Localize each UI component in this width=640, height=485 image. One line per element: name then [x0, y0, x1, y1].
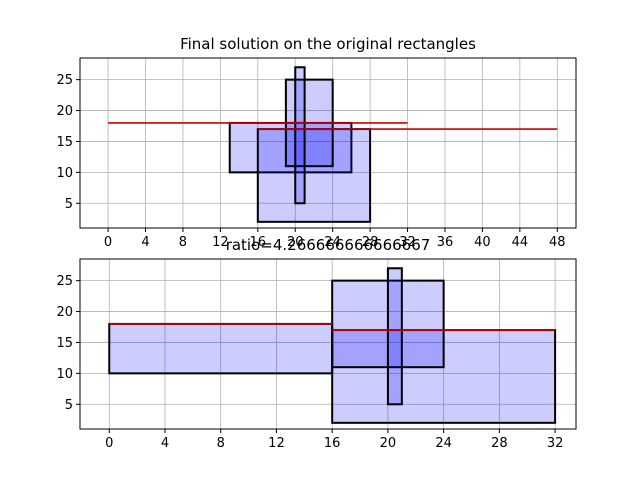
x-tick-label: 44	[512, 235, 529, 250]
y-tick-label: 5	[65, 398, 73, 413]
x-tick-label: 48	[549, 235, 566, 250]
x-tick-label: 4	[141, 235, 149, 250]
y-tick-label: 10	[56, 166, 73, 181]
x-tick-label: 0	[104, 235, 112, 250]
y-tick-label: 20	[56, 104, 73, 119]
x-tick-label: 0	[105, 436, 113, 451]
x-tick-label: 16	[250, 235, 267, 250]
x-tick-label: 16	[324, 436, 341, 451]
rectangle-3	[386, 267, 403, 406]
x-tick-label: 20	[380, 436, 397, 451]
x-tick-label: 24	[324, 235, 341, 250]
y-tick-label: 10	[56, 367, 73, 382]
rectangle-0	[108, 322, 334, 375]
rectangle-3	[294, 66, 306, 205]
y-tick-label: 15	[56, 336, 73, 351]
x-tick-label: 20	[287, 235, 304, 250]
y-tick-label: 25	[56, 73, 73, 88]
subplot-bottom: 0 4 8 12 16 20 24 28 32510152025ratio=4.26666666…	[56, 236, 577, 451]
x-tick-label: 36	[437, 235, 454, 250]
chart-title: Final solution on the original rectangle…	[180, 35, 476, 53]
axes-frame	[79, 258, 577, 430]
y-tick-label: 15	[56, 135, 73, 150]
y-tick-label: 5	[65, 197, 73, 212]
chart-title: ratio=4.266666666666667	[226, 236, 431, 254]
x-tick-label: 40	[474, 235, 491, 250]
x-tick-label: 24	[435, 436, 452, 451]
x-tick-label: 12	[268, 436, 285, 451]
y-tick-label: 25	[56, 274, 73, 289]
x-tick-label: 28	[491, 436, 508, 451]
x-tick-label: 4	[161, 436, 169, 451]
x-tick-label: 8	[217, 436, 225, 451]
axes-frame	[79, 57, 577, 229]
y-tick-label: 20	[56, 305, 73, 320]
x-tick-label: 28	[362, 235, 379, 250]
x-tick-label: 32	[399, 235, 416, 250]
x-tick-label: 8	[179, 235, 187, 250]
x-tick-label: 32	[547, 436, 564, 451]
x-tick-label: 12	[212, 235, 229, 250]
